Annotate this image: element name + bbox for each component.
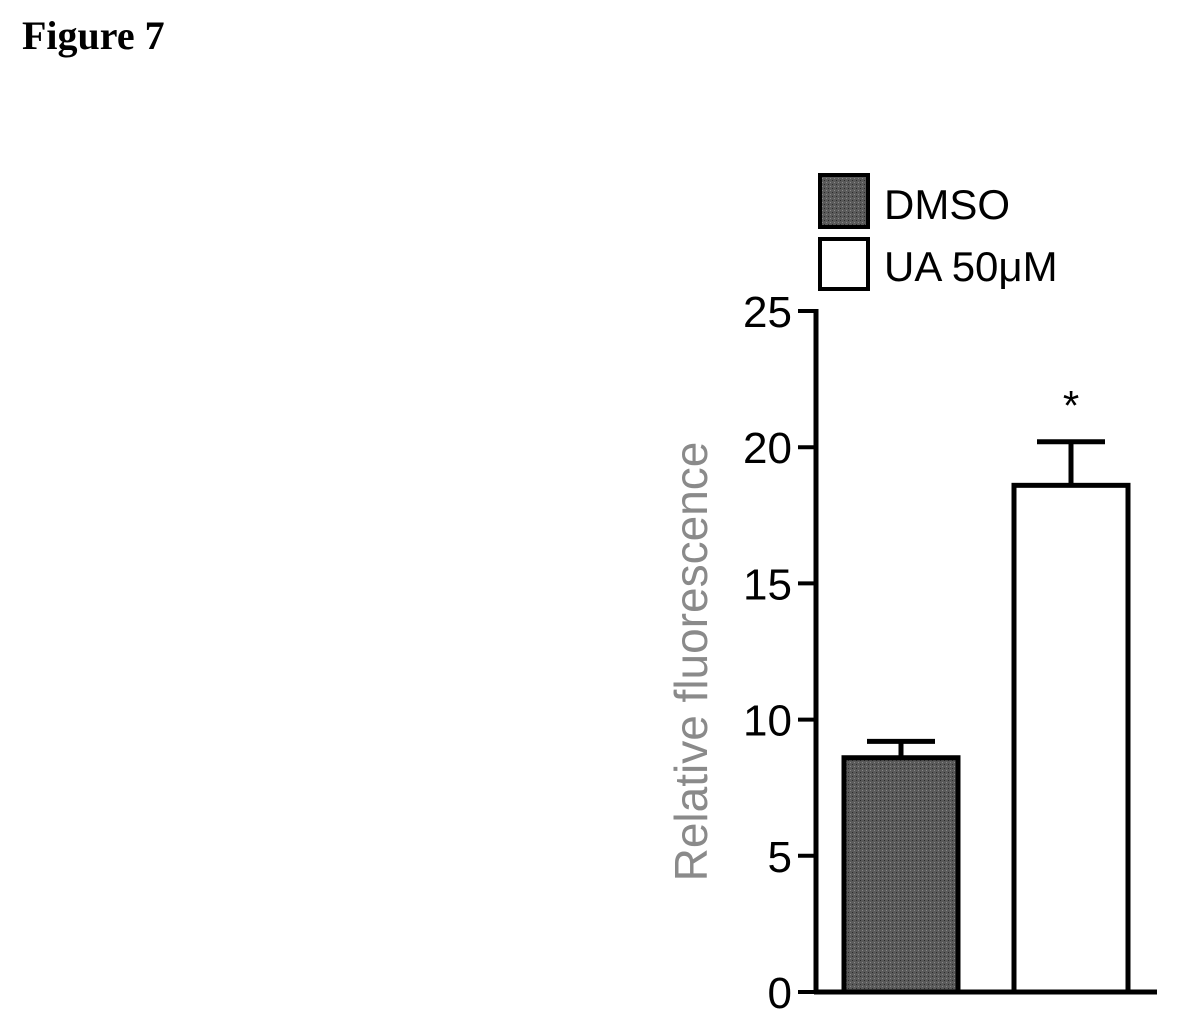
bar-ua-50-m <box>1011 482 1131 995</box>
y-axis: 0 5 10 15 20 25 <box>743 288 819 1018</box>
legend-swatch-ua-50-m <box>818 237 870 291</box>
significance-marker-ua-50-m: * <box>1063 382 1079 429</box>
y-tick-label-10: 10 <box>743 697 792 746</box>
y-tick-label-25: 25 <box>743 288 792 337</box>
legend-swatch-dmso <box>818 173 870 229</box>
bars: * <box>841 382 1131 995</box>
y-axis-label: Relative fluorescence <box>665 442 717 882</box>
y-tick-label-5: 5 <box>768 833 792 882</box>
legend-label-dmso: DMSO <box>884 181 1010 228</box>
bar-dmso <box>841 755 961 995</box>
y-tick-label-0: 0 <box>768 969 792 1018</box>
y-tick-label-20: 20 <box>743 424 792 473</box>
legend-label-ua-50-m: UA 50μM <box>884 243 1058 290</box>
figure-label: Figure 7 <box>22 13 165 58</box>
chart-legend: DMSO UA 50μM <box>818 173 1058 291</box>
y-tick-label-15: 15 <box>743 560 792 609</box>
